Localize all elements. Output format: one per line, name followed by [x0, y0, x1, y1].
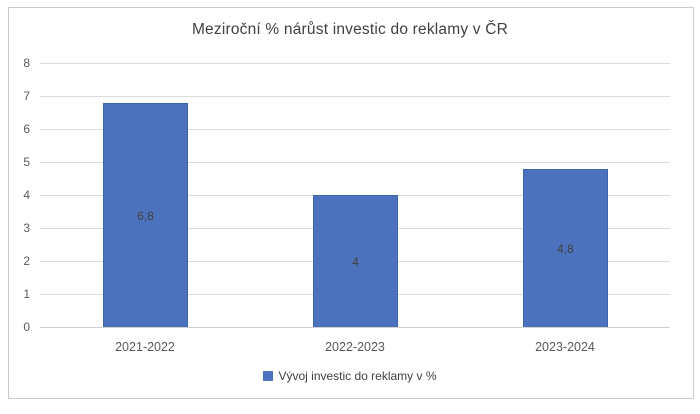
y-axis-tick-label: 4 — [23, 188, 30, 202]
gridline — [40, 63, 670, 64]
y-axis-tick-label: 0 — [23, 320, 30, 334]
y-axis-tick-label: 6 — [23, 122, 30, 136]
bar-2022-2023: 4 — [313, 195, 398, 327]
y-axis-tick-label: 1 — [23, 287, 30, 301]
bar-data-label: 6,8 — [137, 208, 154, 223]
x-axis-tick-label: 2022-2023 — [325, 340, 385, 354]
x-axis-tick-label: 2021-2022 — [115, 340, 175, 354]
x-axis-tick-label: 2023-2024 — [535, 340, 595, 354]
bar-data-label: 4 — [352, 254, 359, 269]
chart-title: Meziroční % nárůst investic do reklamy v… — [191, 21, 509, 38]
gridline — [40, 162, 670, 163]
y-axis-tick-label: 7 — [23, 89, 30, 103]
y-axis-tick-label: 8 — [23, 56, 30, 70]
bar-2021-2022: 6,8 — [103, 103, 188, 327]
gridline — [40, 129, 670, 130]
bar-data-label: 4,8 — [557, 241, 574, 256]
y-axis-tick-label: 3 — [23, 221, 30, 235]
bar-2023-2024: 4,8 — [523, 169, 608, 327]
y-axis-tick-label: 5 — [23, 155, 30, 169]
y-axis-tick-label: 2 — [23, 254, 30, 268]
legend: Vývoj investic do reklamy v % — [0, 369, 700, 383]
legend-marker-icon — [263, 371, 274, 381]
legend-label: Vývoj investic do reklamy v % — [278, 369, 437, 383]
x-axis-line — [40, 327, 670, 328]
gridline — [40, 96, 670, 97]
